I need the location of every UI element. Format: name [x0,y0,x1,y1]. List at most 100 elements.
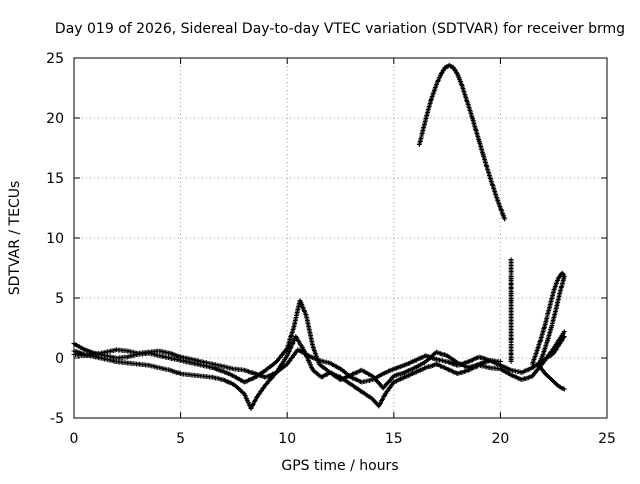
data-point: + [484,363,490,373]
data-point: + [313,350,319,360]
data-point: + [288,333,294,343]
data-point: + [300,344,306,354]
data-point: + [305,318,311,328]
data-point: + [560,330,566,340]
data-point: + [163,348,169,358]
data-point: + [171,367,177,377]
data-point: + [466,104,472,114]
data-point: + [146,349,152,359]
data-point: + [373,399,379,409]
data-point: + [147,348,153,358]
data-point: + [464,366,470,376]
data-point: + [332,371,338,381]
data-point: + [430,354,436,364]
data-point: + [463,92,469,102]
data-point: + [280,350,286,360]
data-point: + [378,399,384,409]
data-point: + [306,358,312,368]
data-point: + [296,338,302,348]
data-point: + [455,370,461,380]
data-point: + [190,371,196,381]
data-point: + [392,364,398,374]
data-point: + [282,348,288,358]
data-point: + [257,371,263,381]
data-point: + [465,98,471,108]
data-point: + [314,354,320,364]
data-point: + [308,361,314,371]
data-point: + [298,340,304,350]
data-point: + [435,361,441,371]
data-point: + [131,359,137,369]
data-point: + [182,354,188,364]
data-point: + [385,379,391,389]
data-point: + [90,352,96,362]
data-point: + [362,368,368,378]
data-point: + [546,352,552,362]
data-point: + [335,374,341,384]
data-point: + [281,357,287,367]
data-point: + [277,363,283,373]
data-point: + [303,351,309,361]
data-point: + [296,303,302,313]
data-point: + [111,353,117,363]
data-point: + [160,347,166,357]
data-point: + [232,381,238,391]
data-point: + [377,401,383,411]
data-point: + [281,349,287,359]
data-point: + [179,370,185,380]
data-point: + [91,352,97,362]
data-point: + [364,391,370,401]
data-point: + [305,355,311,365]
data-point: + [305,354,311,364]
data-point: + [375,373,381,383]
data-point: + [241,389,247,399]
data-point: + [367,376,373,386]
data-point: + [365,392,371,402]
data-point: + [363,390,369,400]
data-point: + [437,74,443,84]
data-point: + [157,347,163,357]
data-point: + [334,363,340,373]
data-point: + [120,358,126,368]
data-point: + [157,352,163,362]
data-point: + [519,376,525,386]
data-point: + [102,351,108,361]
data-point: + [411,364,417,374]
data-point: + [125,353,131,363]
data-point: + [202,372,208,382]
data-point: + [108,353,114,363]
data-point: + [238,376,244,386]
data-point: + [549,351,555,361]
data-point: + [208,360,214,370]
data-point: + [371,373,377,383]
data-point: + [263,380,269,390]
data-point: + [243,393,249,403]
data-point: + [234,383,240,393]
data-point: + [359,388,365,398]
data-point: + [351,370,357,380]
data-point: + [431,89,437,99]
data-point: + [536,364,542,374]
data-point: + [269,361,275,371]
data-point: + [327,368,333,378]
data-point: + [512,373,518,383]
data-point: + [453,67,459,77]
data-point: + [105,352,111,362]
data-point: + [465,99,471,109]
data-point: + [201,358,207,368]
data-point: + [527,365,533,375]
data-point: + [132,351,138,361]
data-point: + [285,341,291,351]
data-point: + [316,360,322,370]
data-point: + [406,367,412,377]
data-point: + [547,349,553,359]
data-point: + [318,357,324,367]
data-point: + [284,360,290,370]
data-point: + [237,375,243,385]
data-point: + [480,354,486,364]
data-point: + [245,397,251,407]
data-point: + [429,352,435,362]
data-point: + [352,375,358,385]
data-point: + [304,314,310,324]
